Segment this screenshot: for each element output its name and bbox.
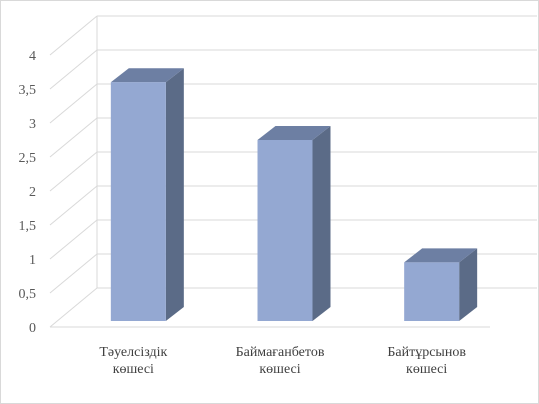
x-category-label: Байтұрсынов көшесі: [387, 345, 466, 377]
gridline-side: [49, 151, 98, 192]
bar-side-face: [459, 248, 478, 321]
bar-front-face: [110, 82, 166, 321]
y-tick-label: 0: [29, 321, 36, 336]
gridline-side: [49, 49, 98, 90]
bar-top-face: [110, 68, 184, 83]
y-tick-label: 1,5: [19, 219, 37, 234]
y-tick-label: 3,5: [19, 83, 37, 98]
x-axis-labels: Тәуелсіздік көшесі Баймағанбетов көшесі Байт…: [99, 345, 466, 377]
gridline-side: [49, 253, 98, 294]
x-category-label: Баймағанбетов көшесі: [236, 345, 325, 377]
gridline-side: [49, 15, 98, 56]
y-tick-label: 0,5: [19, 287, 37, 302]
gridline-side: [49, 219, 98, 260]
bar-front-face: [257, 140, 313, 321]
bar-front-face: [404, 262, 460, 321]
y-tick-label: 1: [29, 253, 36, 268]
bars: [110, 68, 478, 321]
bar-top-face: [257, 126, 331, 140]
y-tick-label: 3: [29, 117, 36, 132]
gridline-side: [49, 185, 98, 226]
bar-top-face: [404, 248, 478, 263]
y-tick-label: 2,5: [19, 151, 37, 166]
bar: [110, 68, 184, 321]
x-category-label: Тәуелсіздік көшесі: [99, 345, 167, 377]
bar-side-face: [165, 68, 184, 321]
gridline-side: [49, 117, 98, 158]
y-tick-label: 2: [29, 185, 36, 200]
gridline-side: [49, 83, 98, 124]
bar-side-face: [312, 126, 331, 321]
gridline-side: [49, 287, 98, 328]
y-tick-label: 4: [29, 49, 36, 64]
bar: [404, 248, 478, 321]
y-axis-ticks: 0 0,5 1 1,5 2 2,5 3 3,5 4: [19, 49, 37, 336]
bar: [257, 126, 331, 321]
